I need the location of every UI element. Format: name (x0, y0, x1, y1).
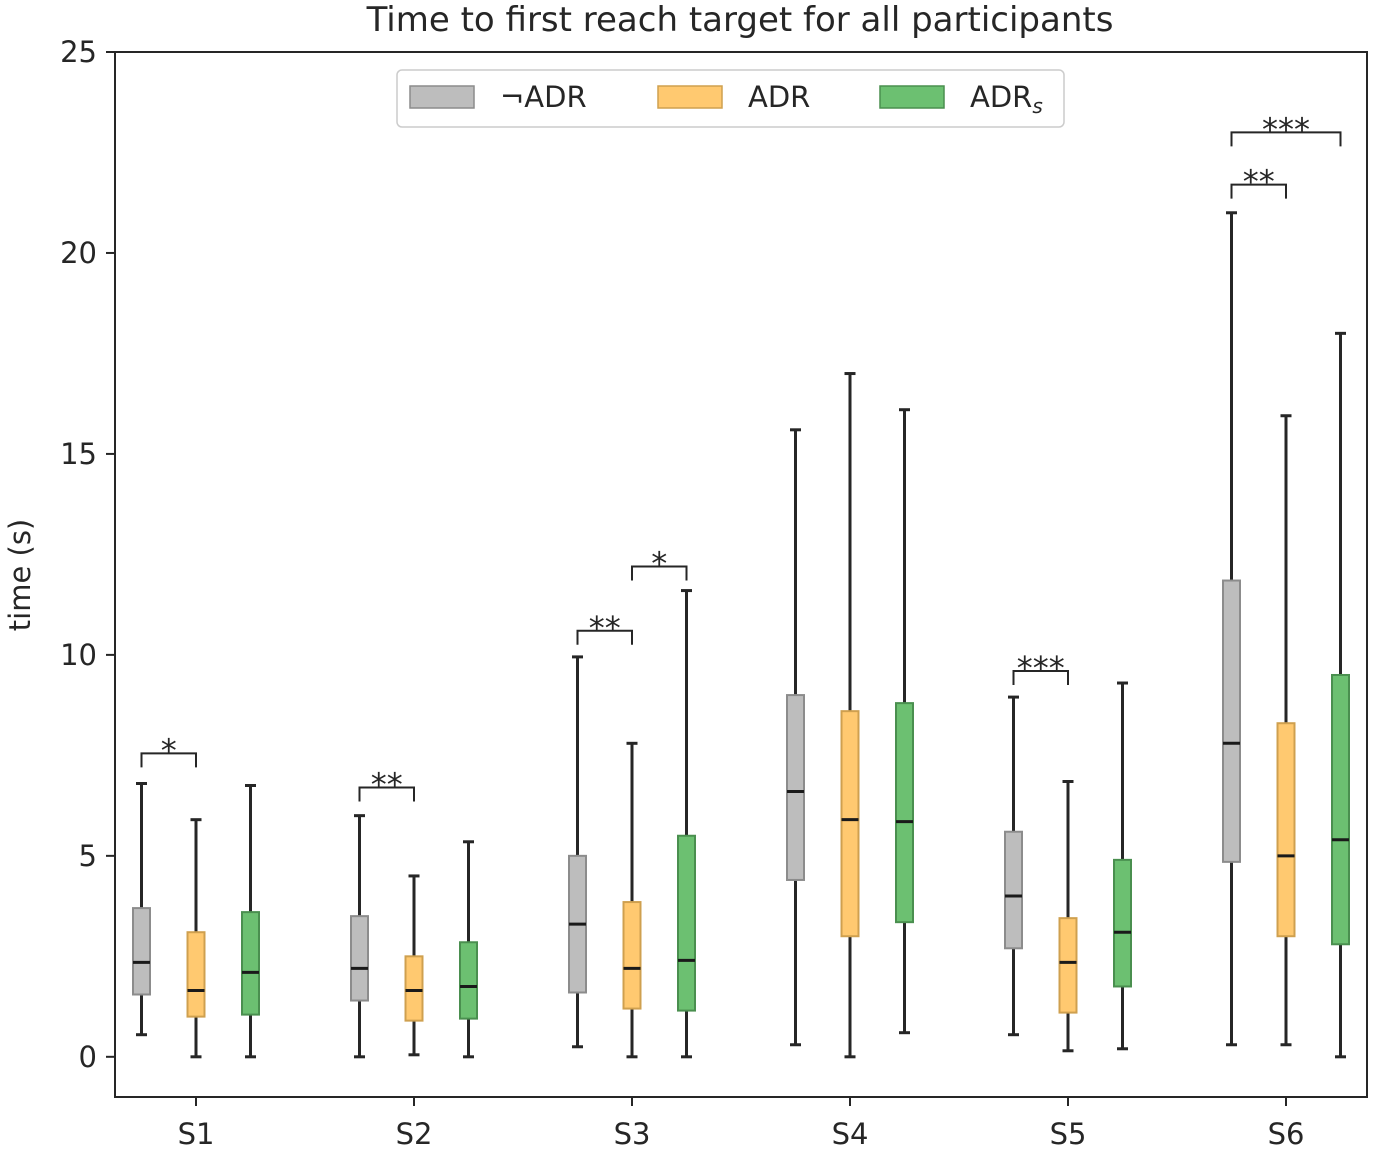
legend-swatch (409, 85, 475, 109)
bracket-line (1230, 131, 1342, 147)
box-ADR-S1 (186, 818, 206, 1059)
box-¬ADR-S2 (350, 814, 369, 1059)
legend-label: ADRs (970, 80, 1043, 118)
iqr-box (1113, 858, 1132, 988)
box-ADR-S2 (404, 874, 424, 1057)
legend: ¬ADR ADR ADRs (396, 69, 1065, 128)
bracket-line (1230, 183, 1287, 199)
significance-bracket: *** (1012, 649, 1069, 687)
iqr-box (895, 702, 914, 924)
box-¬ADR-S4 (786, 428, 805, 1047)
box-ADR-S6 (1276, 414, 1296, 1047)
bracket-line (631, 565, 688, 581)
significance-label: *** (1262, 110, 1310, 148)
significance-label: ** (371, 766, 403, 804)
legend-item-ADRs: ADRs (879, 80, 1043, 118)
box-ADRs-S4 (895, 408, 914, 1035)
box-ADR-S4 (840, 372, 860, 1059)
iqr-box (622, 901, 642, 1010)
significance-bracket: ** (576, 609, 633, 647)
significance-label: * (161, 731, 177, 769)
significance-label: * (651, 544, 667, 582)
legend-swatch (879, 85, 945, 109)
y-tick-label: 5 (79, 839, 97, 873)
significance-bracket: * (631, 544, 688, 582)
iqr-box (840, 710, 860, 938)
legend-label: ¬ADR (500, 80, 587, 114)
significance-bracket: ** (358, 766, 415, 804)
significance-bracket: *** (1230, 110, 1342, 148)
box-ADRs-S3 (677, 589, 696, 1059)
significance-label: ** (1243, 163, 1275, 201)
box-ADR-S3 (622, 741, 642, 1059)
legend-label: ADR (748, 80, 810, 114)
axis-ticks: 0 5 10 15 20 25 S1 S2 S3 S4 S5 S6 (60, 35, 1304, 1151)
box-ADRs-S1 (241, 784, 260, 1059)
x-tick-label: S2 (396, 1117, 433, 1151)
plot-area: ************** (132, 110, 1350, 1059)
box-ADRs-S2 (459, 840, 478, 1059)
x-tick-label: S5 (1050, 1117, 1087, 1151)
y-tick-label: 0 (79, 1040, 97, 1074)
significance-label: ** (589, 609, 621, 647)
box-¬ADR-S1 (132, 782, 151, 1037)
axes-frame (114, 51, 1368, 1098)
box-ADR-S5 (1058, 779, 1078, 1053)
bracket-line (576, 629, 633, 645)
y-tick-label: 10 (60, 638, 97, 672)
bracket-line (358, 786, 415, 802)
box-¬ADR-S6 (1222, 211, 1241, 1047)
iqr-box (350, 915, 369, 1002)
iqr-box (1058, 917, 1078, 1014)
legend-item-ADR: ADR (657, 80, 810, 114)
significance-bracket: ** (1230, 163, 1287, 201)
significance-label: *** (1017, 649, 1065, 687)
y-tick-label: 25 (60, 35, 97, 69)
y-tick-label: 15 (60, 437, 97, 471)
iqr-box (241, 911, 260, 1016)
legend-item-¬ADR: ¬ADR (409, 80, 587, 114)
box-ADRs-S6 (1331, 331, 1350, 1059)
significance-bracket: * (140, 731, 197, 769)
iqr-box (1331, 673, 1350, 946)
bracket-line (1012, 669, 1069, 685)
chart-title: Time to first reach target for all parti… (366, 0, 1114, 40)
box-¬ADR-S5 (1004, 695, 1023, 1037)
box-ADRs-S5 (1113, 681, 1132, 1051)
iqr-box (1222, 579, 1241, 863)
legend-swatch (657, 85, 723, 109)
iqr-box (786, 694, 805, 881)
y-tick-label: 20 (60, 236, 97, 270)
bracket-line (140, 752, 197, 768)
iqr-box (186, 931, 206, 1018)
iqr-box (459, 941, 478, 1020)
iqr-box (1004, 830, 1023, 950)
box-¬ADR-S3 (568, 655, 587, 1049)
iqr-box (404, 955, 424, 1022)
legend-frame (396, 69, 1065, 128)
x-tick-label: S4 (832, 1117, 869, 1151)
y-axis-label: time (s) (3, 519, 37, 631)
x-tick-label: S3 (614, 1117, 651, 1151)
x-tick-label: S6 (1268, 1117, 1305, 1151)
iqr-box (677, 834, 696, 1012)
x-tick-label: S1 (178, 1117, 215, 1151)
iqr-box (132, 907, 151, 996)
iqr-box (1276, 722, 1296, 938)
